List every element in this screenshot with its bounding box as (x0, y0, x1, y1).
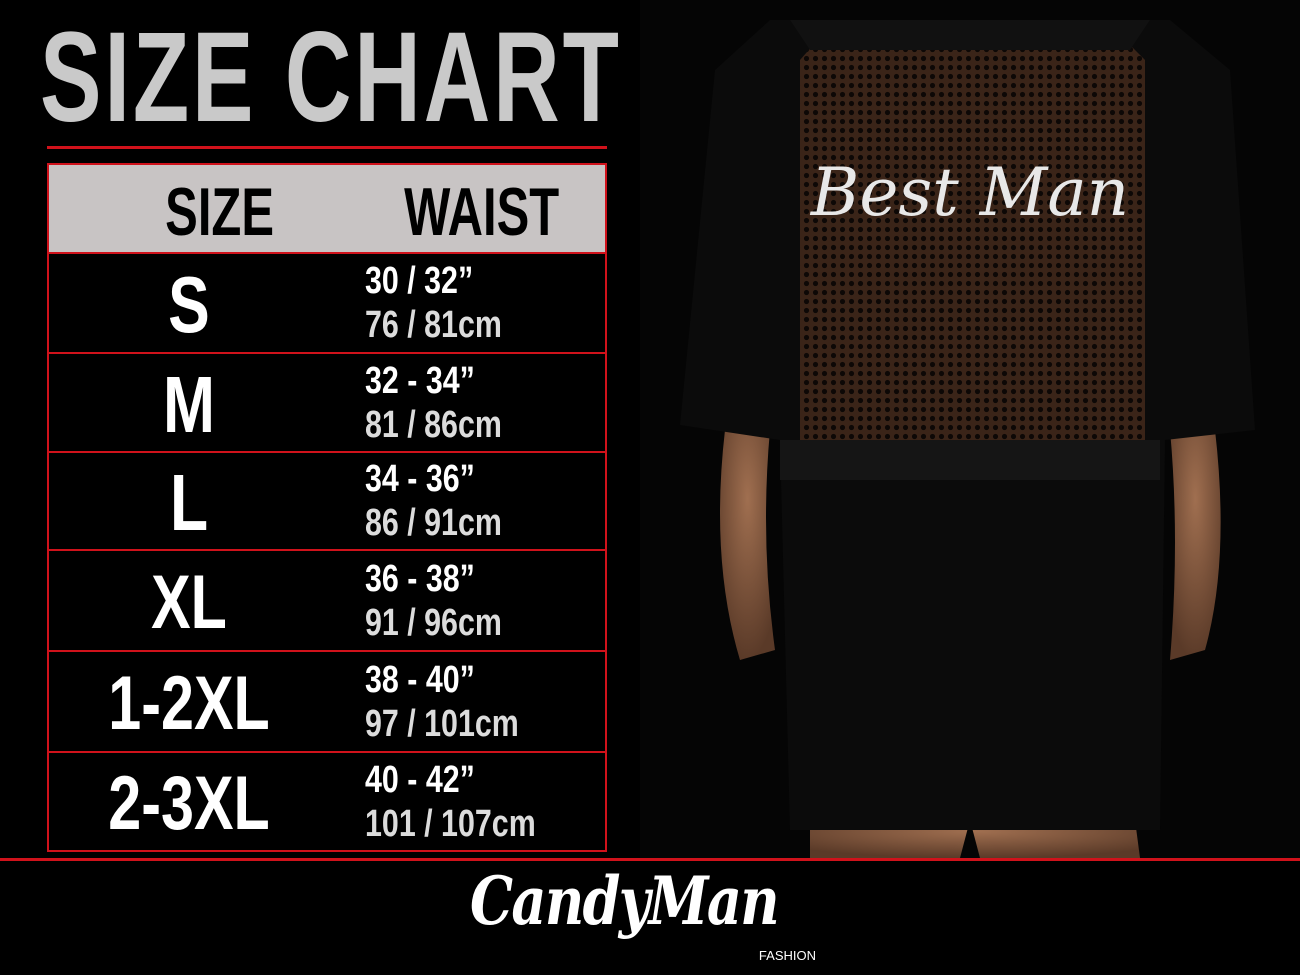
table-header: SIZE WAIST (49, 165, 605, 254)
waist-cm: 76 / 81cm (365, 304, 502, 346)
table-body: S 30 / 32” 76 / 81cm M 32 - 34” 81 / 86c… (49, 254, 605, 850)
waist-cm: 97 / 101cm (365, 702, 519, 745)
table-row: 2-3XL 40 - 42” 101 / 107cm (49, 753, 605, 850)
size-label: S (168, 260, 210, 349)
size-label: L (169, 458, 209, 547)
waist-inches: 34 - 36” (365, 458, 475, 500)
brand-name: CandyMan (470, 862, 780, 940)
waist-cm: 86 / 91cm (365, 502, 502, 544)
waist-cm: 81 / 86cm (365, 403, 502, 446)
waist-value: 32 - 34” 81 / 86cm (365, 359, 502, 447)
waist-inches: 30 / 32” (365, 260, 474, 302)
waist-value: 34 - 36” 86 / 91cm (365, 457, 502, 545)
waist-cm: 91 / 96cm (365, 601, 502, 644)
table-row: XL 36 - 38” 91 / 96cm (49, 551, 605, 652)
divider (47, 146, 607, 149)
size-label: XL (151, 560, 227, 645)
product-photo: Best Man (640, 0, 1300, 858)
size-label: 1-2XL (108, 661, 270, 746)
header-size: SIZE (165, 174, 274, 250)
waist-value: 38 - 40” 97 / 101cm (365, 658, 519, 746)
size-table: SIZE WAIST S 30 / 32” 76 / 81cm M 32 - 3… (47, 163, 607, 852)
brand-sub: FASHION (758, 948, 816, 963)
waist-inches: 36 - 38” (365, 557, 475, 600)
page-title: SIZE CHART (40, 6, 622, 149)
garment-text: Best Man (810, 154, 1129, 231)
size-label: 2-3XL (108, 761, 270, 846)
header-waist: WAIST (404, 174, 560, 250)
waist-value: 40 - 42” 101 / 107cm (365, 758, 536, 846)
waist-value: 36 - 38” 91 / 96cm (365, 557, 502, 645)
brand-logo: CandyMan FASHION (470, 864, 830, 972)
table-row: M 32 - 34” 81 / 86cm (49, 354, 605, 453)
waist-cm: 101 / 107cm (365, 802, 536, 845)
waist-inches: 38 - 40” (365, 658, 475, 701)
table-row: L 34 - 36” 86 / 91cm (49, 453, 605, 551)
footer-divider (0, 858, 1300, 861)
waist-inches: 40 - 42” (365, 758, 475, 801)
table-row: S 30 / 32” 76 / 81cm (49, 254, 605, 354)
waist-inches: 32 - 34” (365, 359, 475, 402)
size-label: M (163, 360, 215, 449)
waist-value: 30 / 32” 76 / 81cm (365, 259, 502, 347)
table-row: 1-2XL 38 - 40” 97 / 101cm (49, 652, 605, 753)
